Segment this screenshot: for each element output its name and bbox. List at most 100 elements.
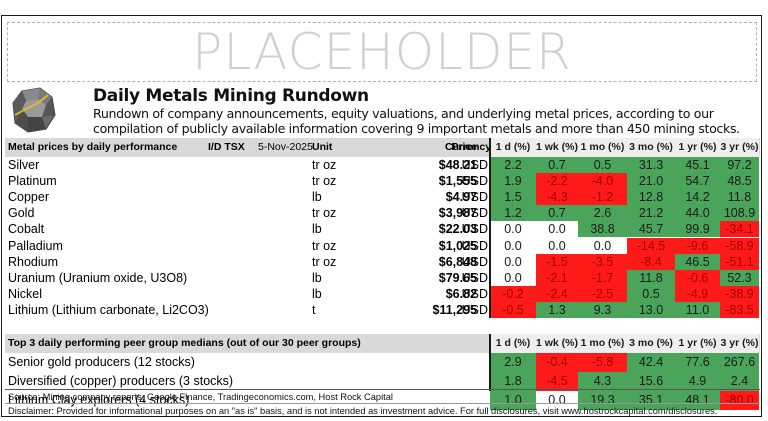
pct-cell: 45.1	[675, 157, 720, 173]
pct-cell: 4.3	[578, 372, 627, 391]
metal-row: Gold tr oz $3,987 USD 1.2 0.7 2.6 21.2 44.0 108.9	[5, 205, 760, 222]
col-1mo: 1 mo (%)	[578, 138, 627, 157]
pct-cell: 0.0	[490, 253, 536, 270]
pct-cell: -9.6	[675, 237, 720, 254]
metal-unit: tr oz	[312, 158, 337, 172]
pct-cell: 31.3	[627, 157, 675, 173]
page-title: Daily Metals Mining Rundown	[93, 86, 369, 106]
pct-cell: -4.5	[536, 372, 578, 391]
pct-cell: -0.4	[536, 353, 578, 372]
metal-name: Uranium (Uranium oxide, U3O8)	[8, 270, 188, 285]
pct-cell: -2.5	[578, 285, 627, 302]
metal-name: Silver	[8, 158, 40, 172]
pct-cell: 48.5	[720, 173, 759, 190]
pct-cell: 11.0	[675, 301, 720, 318]
metal-row: Nickel lb $6.82 USD -0.2 -2.4 -2.5 0.5 -4.9 -38.9	[5, 285, 760, 302]
pct-cell: 1.3	[536, 301, 578, 318]
metal-price: $1,025	[438, 238, 477, 253]
pct-cell: 44.0	[675, 205, 720, 222]
metal-price: $3,987	[438, 206, 477, 221]
pct-cell: 13.0	[627, 301, 675, 318]
banner-placeholder: PLACEHOLDER	[7, 22, 757, 82]
pct-cell: 11.8	[627, 269, 675, 286]
pct-cell: 21.2	[627, 205, 675, 222]
peer-col-1wk: 1 wk (%)	[536, 334, 578, 353]
pct-cell: -0.2	[490, 285, 536, 302]
page-subtitle: Rundown of company announcements, equity…	[93, 106, 740, 136]
pct-cell: 46.5	[675, 253, 720, 270]
metal-currency: USD	[461, 238, 488, 253]
metal-price: $48.21	[438, 158, 477, 172]
col-3mo: 3 mo (%)	[627, 138, 675, 157]
pct-cell: 4.9	[675, 372, 720, 391]
pct-cell: 0.0	[490, 221, 536, 238]
metal-row: Palladium tr oz $1,025 USD 0.0 0.0 0.0 -14.5 -9.…	[5, 237, 760, 254]
metal-row: Lithium (Lithium carbonate, Li2CO3) t $11,…	[5, 301, 760, 318]
pct-cell: -2.1	[536, 269, 578, 286]
index-label: I/D TSX	[208, 141, 245, 153]
metal-price: $22.03	[438, 222, 477, 237]
pct-cell: 1.8	[490, 372, 536, 391]
peer-name: Diversified (copper) producers (3 stocks…	[8, 374, 234, 388]
pct-cell: -38.9	[720, 285, 759, 302]
pct-cell: -58.9	[720, 237, 759, 254]
pct-cell: 2.2	[490, 157, 536, 173]
metal-row: Silver tr oz $48.21 USD 2.2 0.7 0.5 31.3 45.1 97.…	[5, 157, 760, 173]
col-currency: Currency	[445, 141, 492, 153]
pct-cell: -4.0	[578, 173, 627, 190]
metal-price: $4.97	[445, 190, 477, 205]
metal-unit: t	[312, 302, 316, 317]
metal-row: Cobalt lb $22.03 USD 0.0 0.0 38.8 45.7 99.9 -34.1	[5, 221, 760, 238]
col-price: Price	[451, 141, 477, 153]
pct-cell: 0.7	[536, 205, 578, 222]
metal-name: Lithium (Lithium carbonate, Li2CO3)	[8, 302, 209, 317]
pct-cell: 52.3	[720, 269, 759, 286]
metal-row: Uranium (Uranium oxide, U3O8) lb $79.65 USD…	[5, 269, 760, 286]
column-divider	[489, 138, 491, 318]
metal-name: Nickel	[8, 286, 43, 301]
metal-price: $79.65	[438, 270, 477, 285]
peer-table-title: Top 3 daily performing peer group median…	[8, 337, 361, 349]
pct-cell: 2.4	[720, 372, 759, 391]
pct-cell: 0.5	[627, 285, 675, 302]
metal-unit: lb	[312, 270, 322, 285]
pct-cell: 0.0	[578, 237, 627, 254]
metal-currency: USD	[461, 302, 488, 317]
report-date: 5-Nov-2025	[258, 141, 313, 153]
pct-cell: 54.7	[675, 173, 720, 190]
metal-currency: USD	[461, 158, 488, 172]
metal-currency: USD	[461, 254, 488, 269]
pct-cell: 0.0	[536, 237, 578, 254]
metal-unit: tr oz	[312, 174, 337, 189]
metals-table-title: Metal prices by daily performance	[8, 141, 178, 153]
pct-cell: -0.5	[490, 301, 536, 318]
metal-price: $6,848	[438, 254, 477, 269]
pct-cell: 0.0	[490, 237, 536, 254]
metal-currency: USD	[461, 206, 488, 221]
pct-cell: -3.5	[578, 253, 627, 270]
pct-cell: -1.2	[578, 189, 627, 206]
peer-table-header: Top 3 daily performing peer group median…	[5, 334, 760, 353]
pct-cell: -2.2	[536, 173, 578, 190]
pct-cell: 15.6	[627, 372, 675, 391]
pct-cell: 45.7	[627, 221, 675, 238]
pct-cell: 0.0	[490, 269, 536, 286]
metal-name: Rhodium	[8, 254, 59, 269]
pct-cell: 1.5	[490, 189, 536, 206]
pct-cell: 77.6	[675, 353, 720, 372]
metal-unit: lb	[312, 190, 322, 205]
pct-cell: -8.4	[627, 253, 675, 270]
peer-row: Diversified (copper) producers (3 stocks…	[5, 372, 760, 391]
metal-unit: tr oz	[312, 238, 337, 253]
metal-currency: USD	[461, 286, 488, 301]
pct-cell: -14.5	[627, 237, 675, 254]
metal-row: Copper lb $4.97 USD 1.5 -4.3 -1.2 12.8 14.2 11.8	[5, 189, 760, 206]
pct-cell: -83.5	[720, 301, 759, 318]
pct-cell: -34.1	[720, 221, 759, 238]
pct-cell: -1.5	[536, 253, 578, 270]
rock-nugget-icon	[12, 87, 56, 133]
pct-cell: 1.9	[490, 173, 536, 190]
pct-cell: 0.7	[536, 157, 578, 173]
col-1wk: 1 wk (%)	[536, 138, 578, 157]
metal-unit: tr oz	[312, 254, 337, 269]
